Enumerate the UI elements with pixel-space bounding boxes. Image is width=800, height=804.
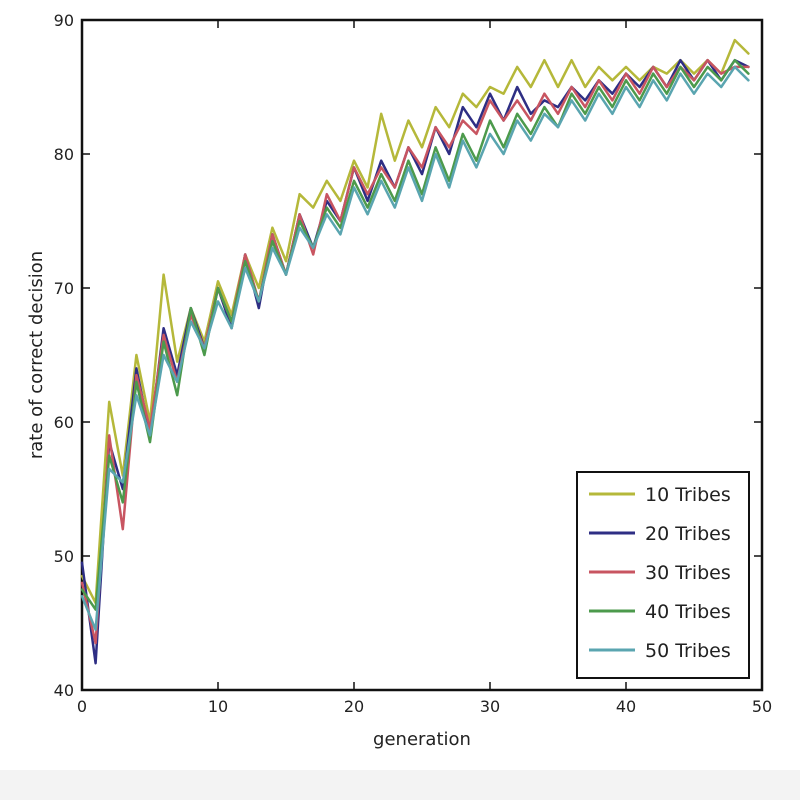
x-tick-label: 50 [752,697,772,716]
legend-box [576,471,750,679]
legend-label: 30 Tribes [645,562,731,584]
series-layer [80,38,750,665]
y-tick-label: 60 [54,413,74,432]
legend-label: 50 Tribes [645,640,731,662]
series-line [80,58,750,611]
y-tick-label: 50 [54,547,74,566]
series-line [80,65,750,631]
bottom-band [0,770,800,800]
y-tick-label: 40 [54,681,74,700]
y-tick-label: 80 [54,145,74,164]
y-axis-label: rate of correct decision [26,251,47,459]
axes-layer: generation rate of correct decision [26,18,764,750]
x-tick-label: 30 [480,697,500,716]
x-axis-label: generation [373,729,471,750]
ticks-layer: 0 10 20 30 40 50 40 50 60 70 80 90 [54,11,773,716]
x-tick-label: 10 [208,697,228,716]
legend-label: 10 Tribes [645,484,731,506]
x-tick-label: 0 [77,697,87,716]
legend-label: 40 Tribes [645,601,731,623]
x-tick-label: 20 [344,697,364,716]
legend: 10 Tribes 20 Tribes 30 Tribes 40 Tribes 50 T… [576,471,750,679]
y-tick-label: 90 [54,11,74,30]
y-tick-label: 70 [54,279,74,298]
x-tick-label: 40 [616,697,636,716]
legend-label: 20 Tribes [645,523,731,545]
